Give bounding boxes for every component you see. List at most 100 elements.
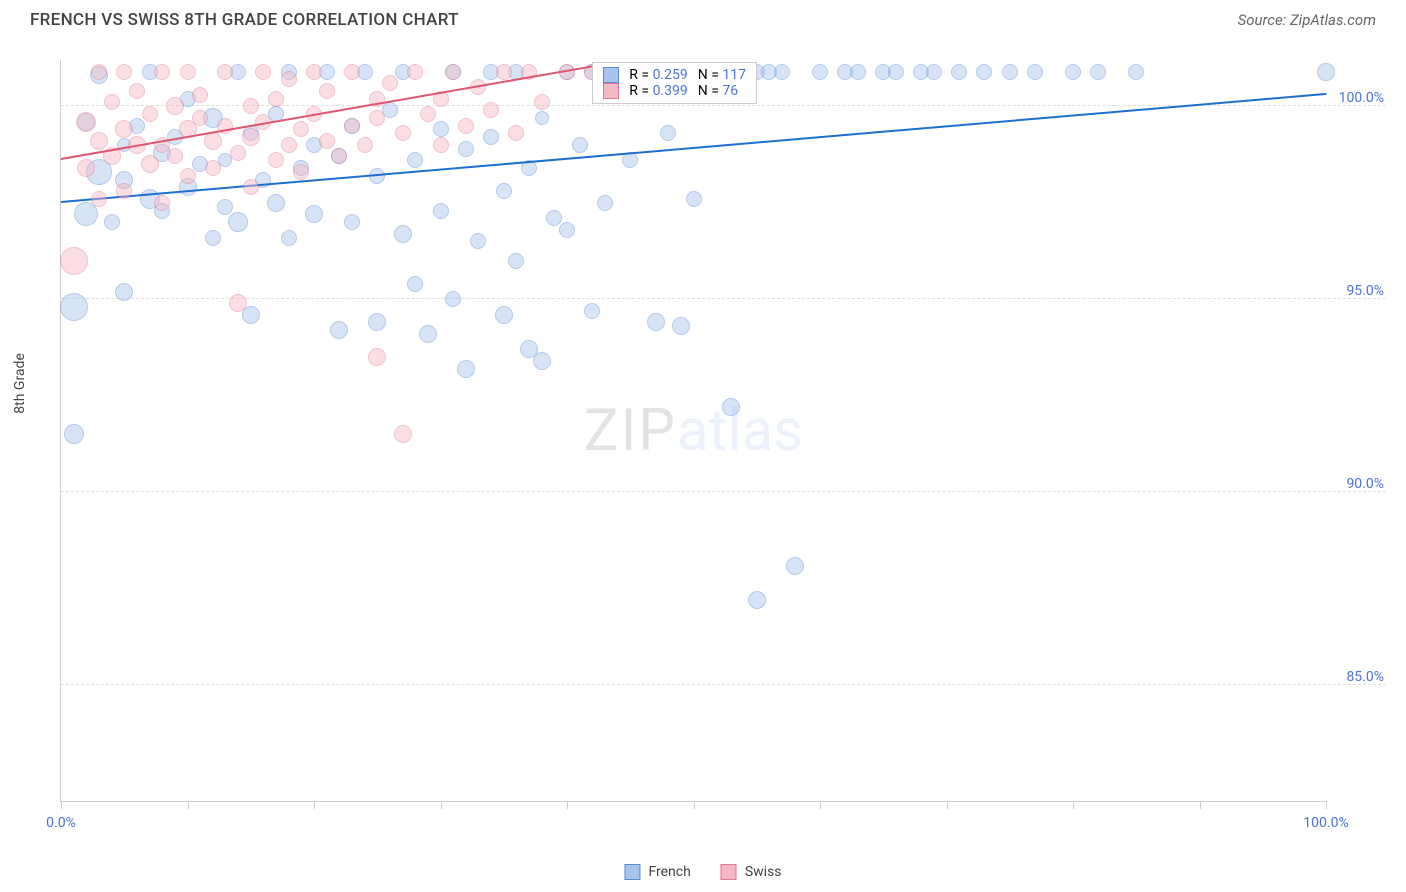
data-point (330, 321, 348, 339)
data-point (888, 64, 904, 80)
stats-legend: R = 0.259 N = 117R = 0.399N = 76 (592, 62, 757, 104)
data-point (281, 230, 297, 246)
data-point (255, 64, 271, 80)
data-point (217, 64, 233, 80)
data-point (672, 317, 690, 335)
data-point (228, 212, 248, 232)
data-point (243, 179, 259, 195)
data-point (60, 293, 88, 321)
data-point (229, 294, 247, 312)
data-point (457, 360, 475, 378)
data-point (368, 348, 386, 366)
data-point (508, 125, 524, 141)
data-point (559, 222, 575, 238)
data-point (1002, 64, 1018, 80)
data-point (192, 110, 208, 126)
data-point (90, 132, 108, 150)
data-point (433, 203, 449, 219)
data-point (394, 225, 412, 243)
x-tick (188, 801, 189, 809)
data-point (305, 205, 323, 223)
data-point (369, 110, 385, 126)
data-point (748, 591, 766, 609)
data-point (483, 102, 499, 118)
data-point (281, 71, 297, 87)
data-point (104, 214, 120, 230)
x-tick (1326, 801, 1327, 809)
swatch-icon (603, 67, 619, 83)
data-point (407, 64, 423, 80)
data-point (1027, 64, 1043, 80)
data-point (293, 121, 309, 137)
data-point (774, 64, 790, 80)
data-point (597, 195, 613, 211)
data-point (1128, 64, 1144, 80)
data-point (647, 313, 665, 331)
data-point (306, 64, 322, 80)
data-point (180, 168, 196, 184)
legend-item-swiss: Swiss (721, 864, 782, 880)
data-point (319, 83, 335, 99)
watermark-part1: ZIP (584, 397, 677, 465)
gridline (61, 298, 1386, 299)
data-point (205, 230, 221, 246)
data-point (331, 148, 347, 164)
data-point (951, 64, 967, 80)
r-label: R = 0.259 (629, 67, 687, 83)
data-point (458, 118, 474, 134)
data-point (267, 194, 285, 212)
legend-label-swiss: Swiss (745, 864, 782, 880)
data-point (508, 253, 524, 269)
data-point (129, 83, 145, 99)
x-tick-label: 100.0% (1303, 815, 1348, 831)
n-label: N = 117 (698, 67, 746, 83)
data-point (281, 137, 297, 153)
n-label: N = 76 (698, 83, 738, 99)
french-swatch-icon (624, 864, 640, 880)
data-point (91, 191, 107, 207)
data-point (64, 424, 84, 444)
data-point (496, 183, 512, 199)
legend-label-french: French (648, 864, 690, 880)
data-point (204, 132, 222, 150)
data-point (660, 125, 676, 141)
data-point (1090, 64, 1106, 80)
data-point (217, 199, 233, 215)
stats-row: R = 0.399N = 76 (603, 83, 746, 99)
data-point (433, 121, 449, 137)
data-point (1065, 64, 1081, 80)
data-point (419, 325, 437, 343)
data-point (141, 155, 159, 173)
data-point (60, 247, 88, 275)
data-point (786, 557, 804, 575)
data-point (242, 128, 260, 146)
x-tick-label: 0.0% (46, 815, 76, 831)
x-tick (314, 801, 315, 809)
data-point (926, 64, 942, 80)
data-point (76, 112, 96, 132)
swiss-swatch-icon (721, 864, 737, 880)
data-point (496, 64, 512, 80)
data-point (357, 137, 373, 153)
data-point (433, 137, 449, 153)
data-point (230, 145, 246, 161)
data-point (722, 398, 740, 416)
data-point (458, 141, 474, 157)
x-tick (441, 801, 442, 809)
data-point (180, 64, 196, 80)
data-point (268, 91, 284, 107)
data-point (319, 133, 335, 149)
data-point (166, 97, 184, 115)
data-point (167, 148, 183, 164)
data-point (344, 118, 360, 134)
data-point (407, 276, 423, 292)
data-point (572, 137, 588, 153)
data-point (142, 106, 158, 122)
data-point (368, 313, 386, 331)
data-point (192, 87, 208, 103)
gridline (61, 684, 1386, 685)
x-tick (1200, 801, 1201, 809)
x-tick (567, 801, 568, 809)
stats-row: R = 0.259 N = 117 (603, 67, 746, 83)
chart-title: FRENCH VS SWISS 8TH GRADE CORRELATION CH… (30, 10, 459, 30)
